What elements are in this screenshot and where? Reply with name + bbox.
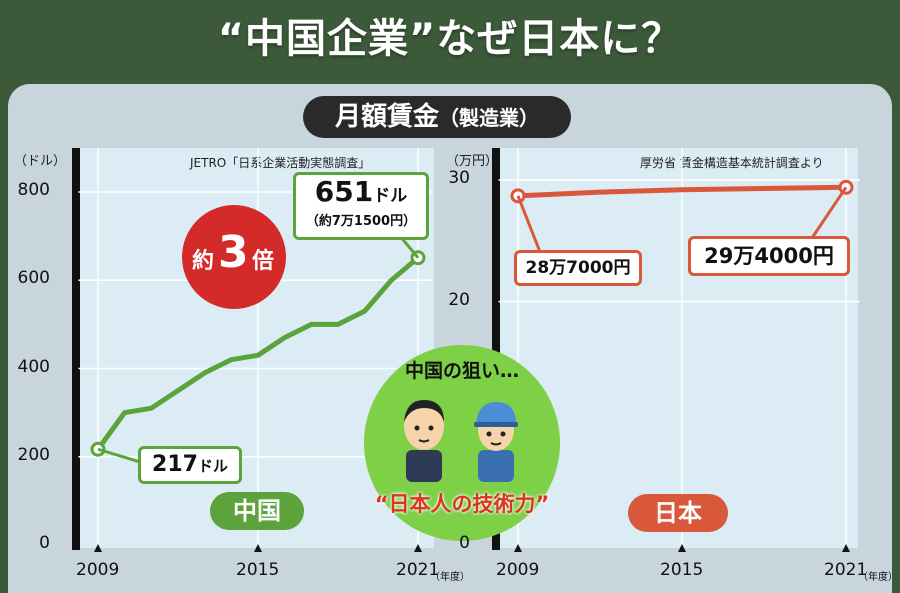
slide-title: “中国企業”なぜ日本に？ [217,16,683,62]
china-y-tick-label: 200 [17,444,50,465]
china-y-tick-label: 600 [17,268,50,289]
china-start-leader [97,447,141,464]
japan-series-label: 日本 [628,494,728,532]
china-end-yen: （約7万1500円） [305,214,417,229]
japan-plot-area [496,148,858,548]
china-y-tick-dot [73,366,79,371]
ratio-badge: 約 3 倍 [182,205,286,309]
china-y-tick-label: 400 [17,356,50,377]
worker-icon-left [404,400,444,482]
china-start-unit: ドル [197,457,228,475]
japan-y-tick-label: 30 [448,168,470,188]
worker-icon-right [474,402,518,482]
japan-y-tick-dot [493,299,499,305]
japan-x-tick-mark [514,544,522,552]
china-y-tick-dot [73,277,79,283]
japan-x-unit: （年度） [858,572,898,583]
aim-circle [364,345,560,541]
japan-series-line [517,184,847,199]
japan-start-callout: 28万7000円 [514,250,642,286]
china-y-tick-label: 0 [39,533,50,553]
china-x-unit: （年度） [430,572,470,583]
aim-text: 中国の狙い… [404,360,519,382]
china-y-tick-dot [73,454,79,460]
japan-start-leader [516,195,542,253]
china-end-value: 651 [314,175,374,208]
china-x-tick-mark [94,544,102,552]
japan-y-tick-dot [493,177,499,183]
china-y-tick-dot [73,542,79,548]
japan-x-tick-label: 2009 [496,560,540,580]
china-end-unit: ドル [373,186,408,206]
subtitle-pill: 月額賃金（製造業） [303,96,571,138]
ratio-prefix: 約 [192,249,215,274]
japan-y-axis-bar [492,148,500,550]
japan-end-callout: 29万4000円 [688,236,850,276]
subtitle-paren: （製造業） [439,106,539,130]
china-y-unit: （ドル） [14,154,67,169]
technology-quote: “日本人の技術力” [374,492,550,516]
ratio-number: 3 [218,227,249,278]
china-series-line [95,255,420,451]
ratio-suffix: 倍 [252,249,275,274]
china-x-tick-label: 2021 [396,560,440,580]
japan-x-tick-mark [678,544,686,552]
japan-y-tick-dot [493,542,499,548]
china-y-axis-bar [72,148,80,550]
china-series-label: 中国 [210,492,304,530]
japan-x-tick-label: 2015 [660,560,704,580]
japan-y-tick-label: 20 [448,289,470,310]
china-y-tick-dot [73,189,79,195]
china-source: JETRO「日系企業活動実態調査」 [190,156,371,170]
workers-illustration [404,400,518,482]
china-x-tick-mark [414,544,422,552]
japan-source: 厚労省 賃金構造基本統計調査より [640,156,824,170]
japan-y-unit: （万円） [446,154,499,169]
china-x-tick-label: 2009 [76,560,120,580]
japan-end-leader [810,186,848,239]
subtitle-main: 月額賃金 [334,102,439,132]
china-x-tick-mark [254,544,262,552]
china-start-value: 217 [152,452,198,477]
japan-y-tick-label: 0 [459,533,470,553]
japan-x-tick-label: 2021 [824,560,868,580]
china-start-callout: 217ドル [138,446,242,484]
china-x-tick-label: 2015 [236,560,280,580]
japan-x-tick-mark [842,544,850,552]
china-y-tick-label: 800 [17,180,50,200]
china-end-callout: 651ドル （約7万1500円） [293,172,429,240]
